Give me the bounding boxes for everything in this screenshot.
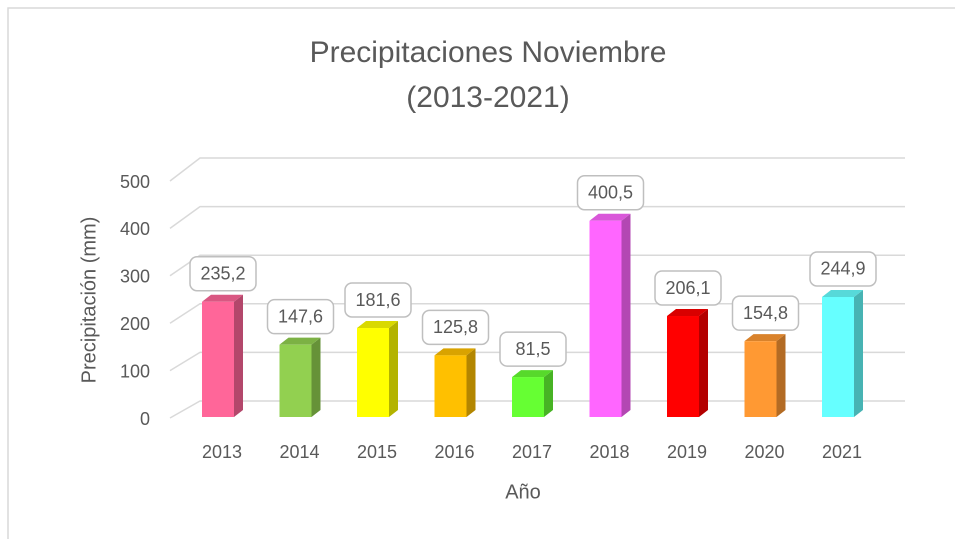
data-label-box — [421, 309, 490, 346]
bar-side — [234, 294, 243, 417]
data-label-box — [266, 298, 335, 335]
data-label-box — [576, 175, 645, 211]
bar-top — [589, 213, 631, 221]
x-tick-label: 2014 — [279, 442, 319, 462]
bar — [667, 316, 699, 417]
x-tick-label: 2015 — [357, 442, 397, 462]
bar-side — [699, 309, 708, 417]
bar-side — [544, 370, 553, 417]
data-label: 181,6 — [355, 290, 400, 310]
data-label-box — [499, 331, 567, 367]
bar-top — [279, 337, 321, 345]
bar — [202, 301, 234, 417]
bar-side — [621, 213, 631, 417]
y-tick-label: 400 — [120, 219, 150, 239]
data-label: 81,5 — [515, 339, 550, 359]
x-axis-title: Año — [505, 481, 541, 503]
bar-side — [311, 337, 321, 417]
y-tick-label: 500 — [120, 172, 150, 192]
x-tick-label: 2019 — [667, 442, 707, 462]
bar — [512, 377, 544, 417]
bar-side — [854, 289, 863, 417]
data-label-box — [344, 282, 412, 318]
bar — [279, 344, 312, 417]
y-tick-label: 0 — [140, 409, 150, 429]
x-tick-label: 2017 — [512, 442, 552, 462]
x-tick-label: 2020 — [744, 442, 784, 462]
data-label: 206,1 — [665, 278, 710, 298]
grid-line — [169, 205, 905, 230]
y-tick-label: 100 — [120, 361, 150, 381]
x-tick-label: 2013 — [202, 442, 242, 462]
y-tick-label: 300 — [120, 267, 150, 287]
bar-top — [667, 309, 708, 317]
data-label-box — [731, 295, 800, 331]
chart-border — [7, 7, 955, 539]
bar — [822, 296, 854, 417]
data-label-box — [189, 256, 257, 292]
chart-subtitle: (2013-2021) — [406, 81, 569, 114]
data-label: 154,8 — [743, 303, 788, 323]
grid-line — [169, 254, 905, 277]
data-label-box — [809, 251, 877, 287]
bar — [589, 220, 622, 417]
grid-line — [169, 157, 905, 182]
bar-side — [776, 334, 786, 417]
data-label: 244,9 — [820, 259, 865, 279]
bar-top — [744, 334, 786, 342]
bar — [357, 328, 389, 417]
y-axis-title: Precipitación (mm) — [78, 217, 100, 384]
data-label: 400,5 — [588, 183, 633, 203]
data-label: 235,2 — [200, 264, 245, 284]
chart-title: Precipitaciones Noviembre — [310, 36, 667, 69]
data-label: 147,6 — [278, 306, 323, 326]
data-label-box — [654, 270, 722, 306]
bar — [434, 355, 467, 417]
y-tick-label: 200 — [120, 314, 150, 334]
bar-top — [434, 348, 476, 356]
bar-side — [389, 321, 398, 417]
x-tick-label: 2016 — [434, 442, 474, 462]
bar-top — [357, 321, 398, 329]
bar-top — [822, 289, 863, 297]
x-tick-label: 2018 — [589, 442, 629, 462]
data-label: 125,8 — [433, 317, 478, 337]
bar — [744, 341, 777, 417]
x-tick-label: 2021 — [822, 442, 862, 462]
bar-top — [202, 294, 243, 302]
bar-side — [466, 348, 476, 417]
bar-top — [512, 370, 553, 378]
